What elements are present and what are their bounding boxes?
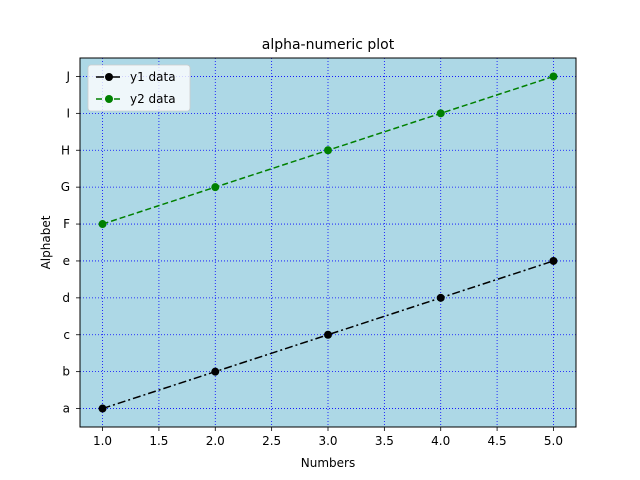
x-tick-label: 1.0 (93, 434, 112, 448)
legend-label: y2 data (130, 92, 176, 106)
x-tick-label: 3.5 (375, 434, 394, 448)
y-axis-ticks: a b c d e F G H I J (61, 69, 80, 416)
x-tick-label: 4.0 (431, 434, 450, 448)
series-line (102, 260, 554, 410)
x-tick-label: 2.0 (206, 434, 225, 448)
series-layer (98, 72, 558, 413)
plot-area (80, 58, 576, 427)
data-point (324, 146, 332, 155)
legend-label: y1 data (130, 70, 176, 84)
x-tick-label: 3.0 (318, 434, 337, 448)
data-point (98, 404, 107, 413)
y-axis-label: Alphabet (39, 215, 53, 269)
legend-item: y2 data (96, 92, 176, 106)
chart-title: alpha-numeric plot (262, 37, 395, 53)
x-axis-ticks: 1.0 1.5 2.0 2.5 3.0 3.5 4.0 4.5 5.0 (93, 427, 563, 448)
x-tick-label: 5.0 (544, 434, 563, 448)
y-tick-label: d (62, 291, 70, 305)
y-tick-label: c (63, 328, 70, 342)
data-point (436, 109, 445, 118)
data-point (211, 367, 220, 376)
legend-marker (105, 73, 113, 81)
y-tick-label: e (63, 254, 70, 268)
data-point (211, 183, 220, 192)
y-tick-label: H (61, 143, 70, 157)
data-point (549, 72, 558, 81)
x-axis-label: Numbers (301, 456, 355, 470)
series-2 (98, 72, 558, 229)
y-tick-label: G (61, 180, 70, 194)
data-point (98, 220, 107, 229)
x-tick-label: 2.5 (262, 434, 281, 448)
y-tick-label: b (62, 365, 70, 379)
legend-marker (105, 95, 113, 103)
y-tick-label: F (63, 217, 70, 231)
y-tick-label: I (66, 106, 70, 120)
legend: y1 data y2 data (87, 64, 191, 112)
data-point (436, 293, 445, 302)
y-tick-label: J (65, 69, 70, 83)
data-point (324, 330, 332, 339)
data-point (549, 256, 558, 265)
x-tick-label: 1.5 (149, 434, 168, 448)
series-1 (98, 256, 558, 413)
x-tick-label: 4.5 (488, 434, 507, 448)
legend-item: y1 data (96, 70, 176, 84)
y-tick-label: a (63, 402, 70, 416)
